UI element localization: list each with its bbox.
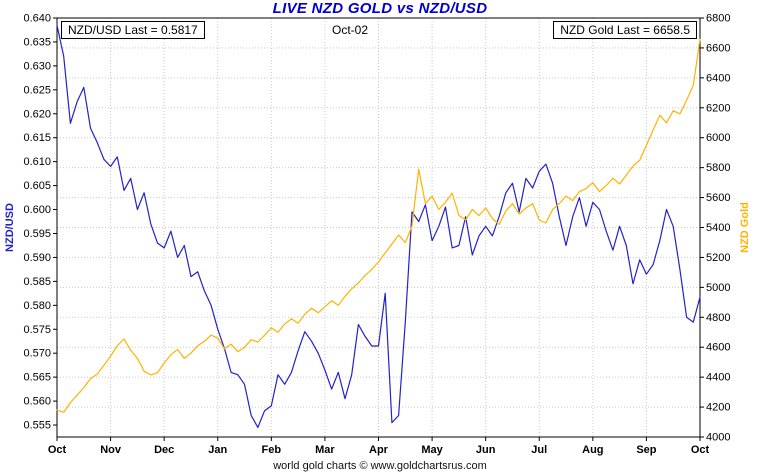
- svg-text:6800: 6800: [706, 13, 730, 25]
- svg-text:Apr: Apr: [369, 444, 389, 456]
- svg-text:6200: 6200: [706, 102, 730, 114]
- svg-text:0.620: 0.620: [23, 108, 51, 120]
- svg-text:4400: 4400: [706, 372, 730, 384]
- svg-text:May: May: [421, 444, 443, 456]
- svg-text:0.600: 0.600: [23, 204, 51, 216]
- svg-text:5200: 5200: [706, 252, 730, 264]
- svg-text:0.630: 0.630: [23, 60, 51, 72]
- svg-text:Aug: Aug: [582, 444, 603, 456]
- svg-text:4000: 4000: [706, 432, 730, 444]
- svg-text:Sep: Sep: [636, 444, 656, 456]
- svg-text:0.585: 0.585: [23, 276, 51, 288]
- svg-text:Mar: Mar: [315, 444, 335, 456]
- chart-title: LIVE NZD GOLD vs NZD/USD: [272, 0, 488, 17]
- svg-text:4600: 4600: [706, 342, 730, 354]
- svg-text:5800: 5800: [706, 162, 730, 174]
- svg-text:Nov: Nov: [100, 444, 122, 456]
- svg-text:6600: 6600: [706, 42, 730, 54]
- svg-text:Jan: Jan: [208, 444, 227, 456]
- svg-text:Oct: Oct: [48, 444, 67, 456]
- svg-text:4200: 4200: [706, 402, 730, 414]
- svg-text:0.625: 0.625: [23, 84, 51, 96]
- svg-text:0.635: 0.635: [23, 36, 51, 48]
- svg-text:Oct: Oct: [691, 444, 710, 456]
- svg-text:0.610: 0.610: [23, 156, 51, 168]
- svg-text:Jul: Jul: [531, 444, 547, 456]
- gold-last-badge: NZD Gold Last = 6658.5: [553, 21, 697, 39]
- svg-text:0.570: 0.570: [23, 348, 51, 360]
- footer-credit: world gold charts © www.goldchartsrus.co…: [273, 460, 487, 472]
- svg-text:NZD/USD: NZD/USD: [4, 203, 16, 252]
- svg-text:5600: 5600: [706, 192, 730, 204]
- svg-text:Dec: Dec: [154, 444, 174, 456]
- svg-text:0.595: 0.595: [23, 228, 51, 240]
- svg-text:0.575: 0.575: [23, 324, 51, 336]
- svg-text:6400: 6400: [706, 72, 730, 84]
- svg-text:0.640: 0.640: [23, 13, 51, 25]
- svg-text:5000: 5000: [706, 282, 730, 294]
- date-label: Oct-02: [331, 23, 368, 37]
- svg-text:5400: 5400: [706, 222, 730, 234]
- svg-text:Feb: Feb: [262, 444, 282, 456]
- nzdusd-last-badge: NZD/USD Last = 0.5817: [61, 21, 205, 39]
- svg-text:6000: 6000: [706, 132, 730, 144]
- svg-text:0.555: 0.555: [23, 420, 51, 432]
- svg-text:0.590: 0.590: [23, 252, 51, 264]
- svg-text:4800: 4800: [706, 312, 730, 324]
- svg-text:0.605: 0.605: [23, 180, 51, 192]
- svg-text:0.580: 0.580: [23, 300, 51, 312]
- svg-text:0.565: 0.565: [23, 372, 51, 384]
- svg-text:0.615: 0.615: [23, 132, 51, 144]
- svg-text:Jun: Jun: [476, 444, 496, 456]
- svg-text:0.560: 0.560: [23, 396, 51, 408]
- svg-text:NZD Gold: NZD Gold: [739, 202, 751, 253]
